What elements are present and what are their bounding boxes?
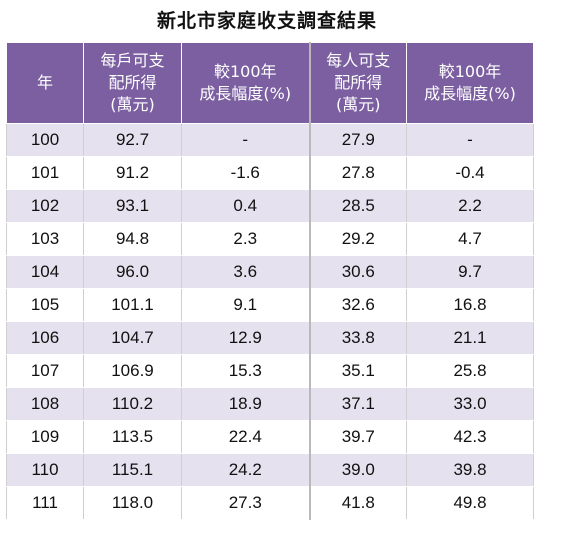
cell-household-growth: 0.4 — [181, 189, 310, 223]
cell-per-capita-growth: 49.8 — [406, 486, 534, 520]
table-row: 108 110.2 18.9 37.1 33.0 — [6, 387, 534, 421]
cell-household-growth: 2.3 — [181, 222, 310, 256]
cell-household-growth: 18.9 — [181, 387, 310, 421]
cell-household-growth: 22.4 — [181, 420, 310, 454]
cell-household-growth: - — [181, 123, 310, 157]
cell-per-capita-growth: 4.7 — [406, 222, 534, 256]
cell-household-income: 94.8 — [83, 222, 182, 256]
cell-year: 105 — [6, 288, 84, 322]
cell-household-income: 104.7 — [83, 321, 182, 355]
header-per-capita-growth: 較100年 成長幅度(%) — [406, 42, 534, 124]
cell-per-capita-growth: 25.8 — [406, 354, 534, 388]
cell-year: 111 — [6, 486, 84, 520]
cell-per-capita-income: 32.6 — [308, 288, 407, 322]
table-row: 102 93.1 0.4 28.5 2.2 — [6, 189, 534, 223]
header-year: 年 — [6, 42, 84, 124]
cell-household-income: 92.7 — [83, 123, 182, 157]
cell-per-capita-income: 37.1 — [308, 387, 407, 421]
cell-household-income: 106.9 — [83, 354, 182, 388]
cell-per-capita-growth: 42.3 — [406, 420, 534, 454]
cell-per-capita-income: 28.5 — [308, 189, 407, 223]
cell-per-capita-income: 35.1 — [308, 354, 407, 388]
table-row: 106 104.7 12.9 33.8 21.1 — [6, 321, 534, 355]
table-body: 100 92.7-27.9-101 91.2 -1.6 27.8 -0.4 102 93.1 0… — [6, 123, 534, 520]
income-table: 年 每戶可支 配所得 (萬元) 較100年 成長幅度(%) 每人可支 配所得 (… — [6, 42, 534, 520]
cell-year: 110 — [6, 453, 84, 487]
page-title: 新北市家庭收支調查結果 — [156, 10, 377, 32]
table-row: 111 118.0 27.3 41.8 49.8 — [6, 486, 534, 520]
cell-per-capita-growth: 33.0 — [406, 387, 534, 421]
cell-household-growth: 24.2 — [181, 453, 310, 487]
table-row: 103 94.8 2.3 29.2 4.7 — [6, 222, 534, 256]
cell-per-capita-growth: - — [406, 123, 534, 157]
cell-year: 103 — [6, 222, 84, 256]
table-row: 107 106.9 15.3 35.1 25.8 — [6, 354, 534, 388]
cell-year: 107 — [6, 354, 84, 388]
cell-household-income: 96.0 — [83, 255, 182, 289]
cell-household-growth: 3.6 — [181, 255, 310, 289]
cell-household-growth: -1.6 — [181, 156, 310, 190]
cell-household-income: 110.2 — [83, 387, 182, 421]
cell-per-capita-growth: 2.2 — [406, 189, 534, 223]
cell-year: 101 — [6, 156, 84, 190]
table-row: 105 101.1 9.1 32.6 16.8 — [6, 288, 534, 322]
cell-year: 109 — [6, 420, 84, 454]
table-row: 104 96.0 3.6 30.6 9.7 — [6, 255, 534, 289]
header-row: 年 每戶可支 配所得 (萬元) 較100年 成長幅度(%) 每人可支 配所得 (… — [6, 42, 534, 124]
table-row: 110 115.1 24.2 39.0 39.8 — [6, 453, 534, 487]
cell-per-capita-income: 33.8 — [308, 321, 407, 355]
cell-per-capita-income: 39.0 — [308, 453, 407, 487]
cell-per-capita-growth: 21.1 — [406, 321, 534, 355]
cell-household-income: 118.0 — [83, 486, 182, 520]
cell-per-capita-income: 27.8 — [308, 156, 407, 190]
cell-household-income: 115.1 — [83, 453, 182, 487]
cell-household-growth: 15.3 — [181, 354, 310, 388]
header-per-capita-income: 每人可支 配所得 (萬元) — [308, 42, 407, 124]
cell-per-capita-growth: 9.7 — [406, 255, 534, 289]
cell-household-income: 93.1 — [83, 189, 182, 223]
cell-per-capita-income: 27.9 — [308, 123, 407, 157]
cell-year: 106 — [6, 321, 84, 355]
header-household-growth: 較100年 成長幅度(%) — [181, 42, 310, 124]
cell-per-capita-growth: -0.4 — [406, 156, 534, 190]
cell-year: 102 — [6, 189, 84, 223]
cell-year: 100 — [6, 123, 84, 157]
cell-household-growth: 9.1 — [181, 288, 310, 322]
cell-household-income: 113.5 — [83, 420, 182, 454]
cell-per-capita-income: 39.7 — [308, 420, 407, 454]
cell-per-capita-income: 30.6 — [308, 255, 407, 289]
table-row: 101 91.2 -1.6 27.8 -0.4 — [6, 156, 534, 190]
table-row: 100 92.7-27.9- — [6, 123, 534, 157]
cell-per-capita-growth: 39.8 — [406, 453, 534, 487]
cell-per-capita-income: 41.8 — [308, 486, 407, 520]
cell-year: 104 — [6, 255, 84, 289]
cell-per-capita-income: 29.2 — [308, 222, 407, 256]
cell-household-growth: 12.9 — [181, 321, 310, 355]
header-household-income: 每戶可支 配所得 (萬元) — [83, 42, 182, 124]
cell-household-income: 91.2 — [83, 156, 182, 190]
cell-household-growth: 27.3 — [181, 486, 310, 520]
cell-per-capita-growth: 16.8 — [406, 288, 534, 322]
table-row: 109 113.5 22.4 39.7 42.3 — [6, 420, 534, 454]
cell-household-income: 101.1 — [83, 288, 182, 322]
cell-year: 108 — [6, 387, 84, 421]
